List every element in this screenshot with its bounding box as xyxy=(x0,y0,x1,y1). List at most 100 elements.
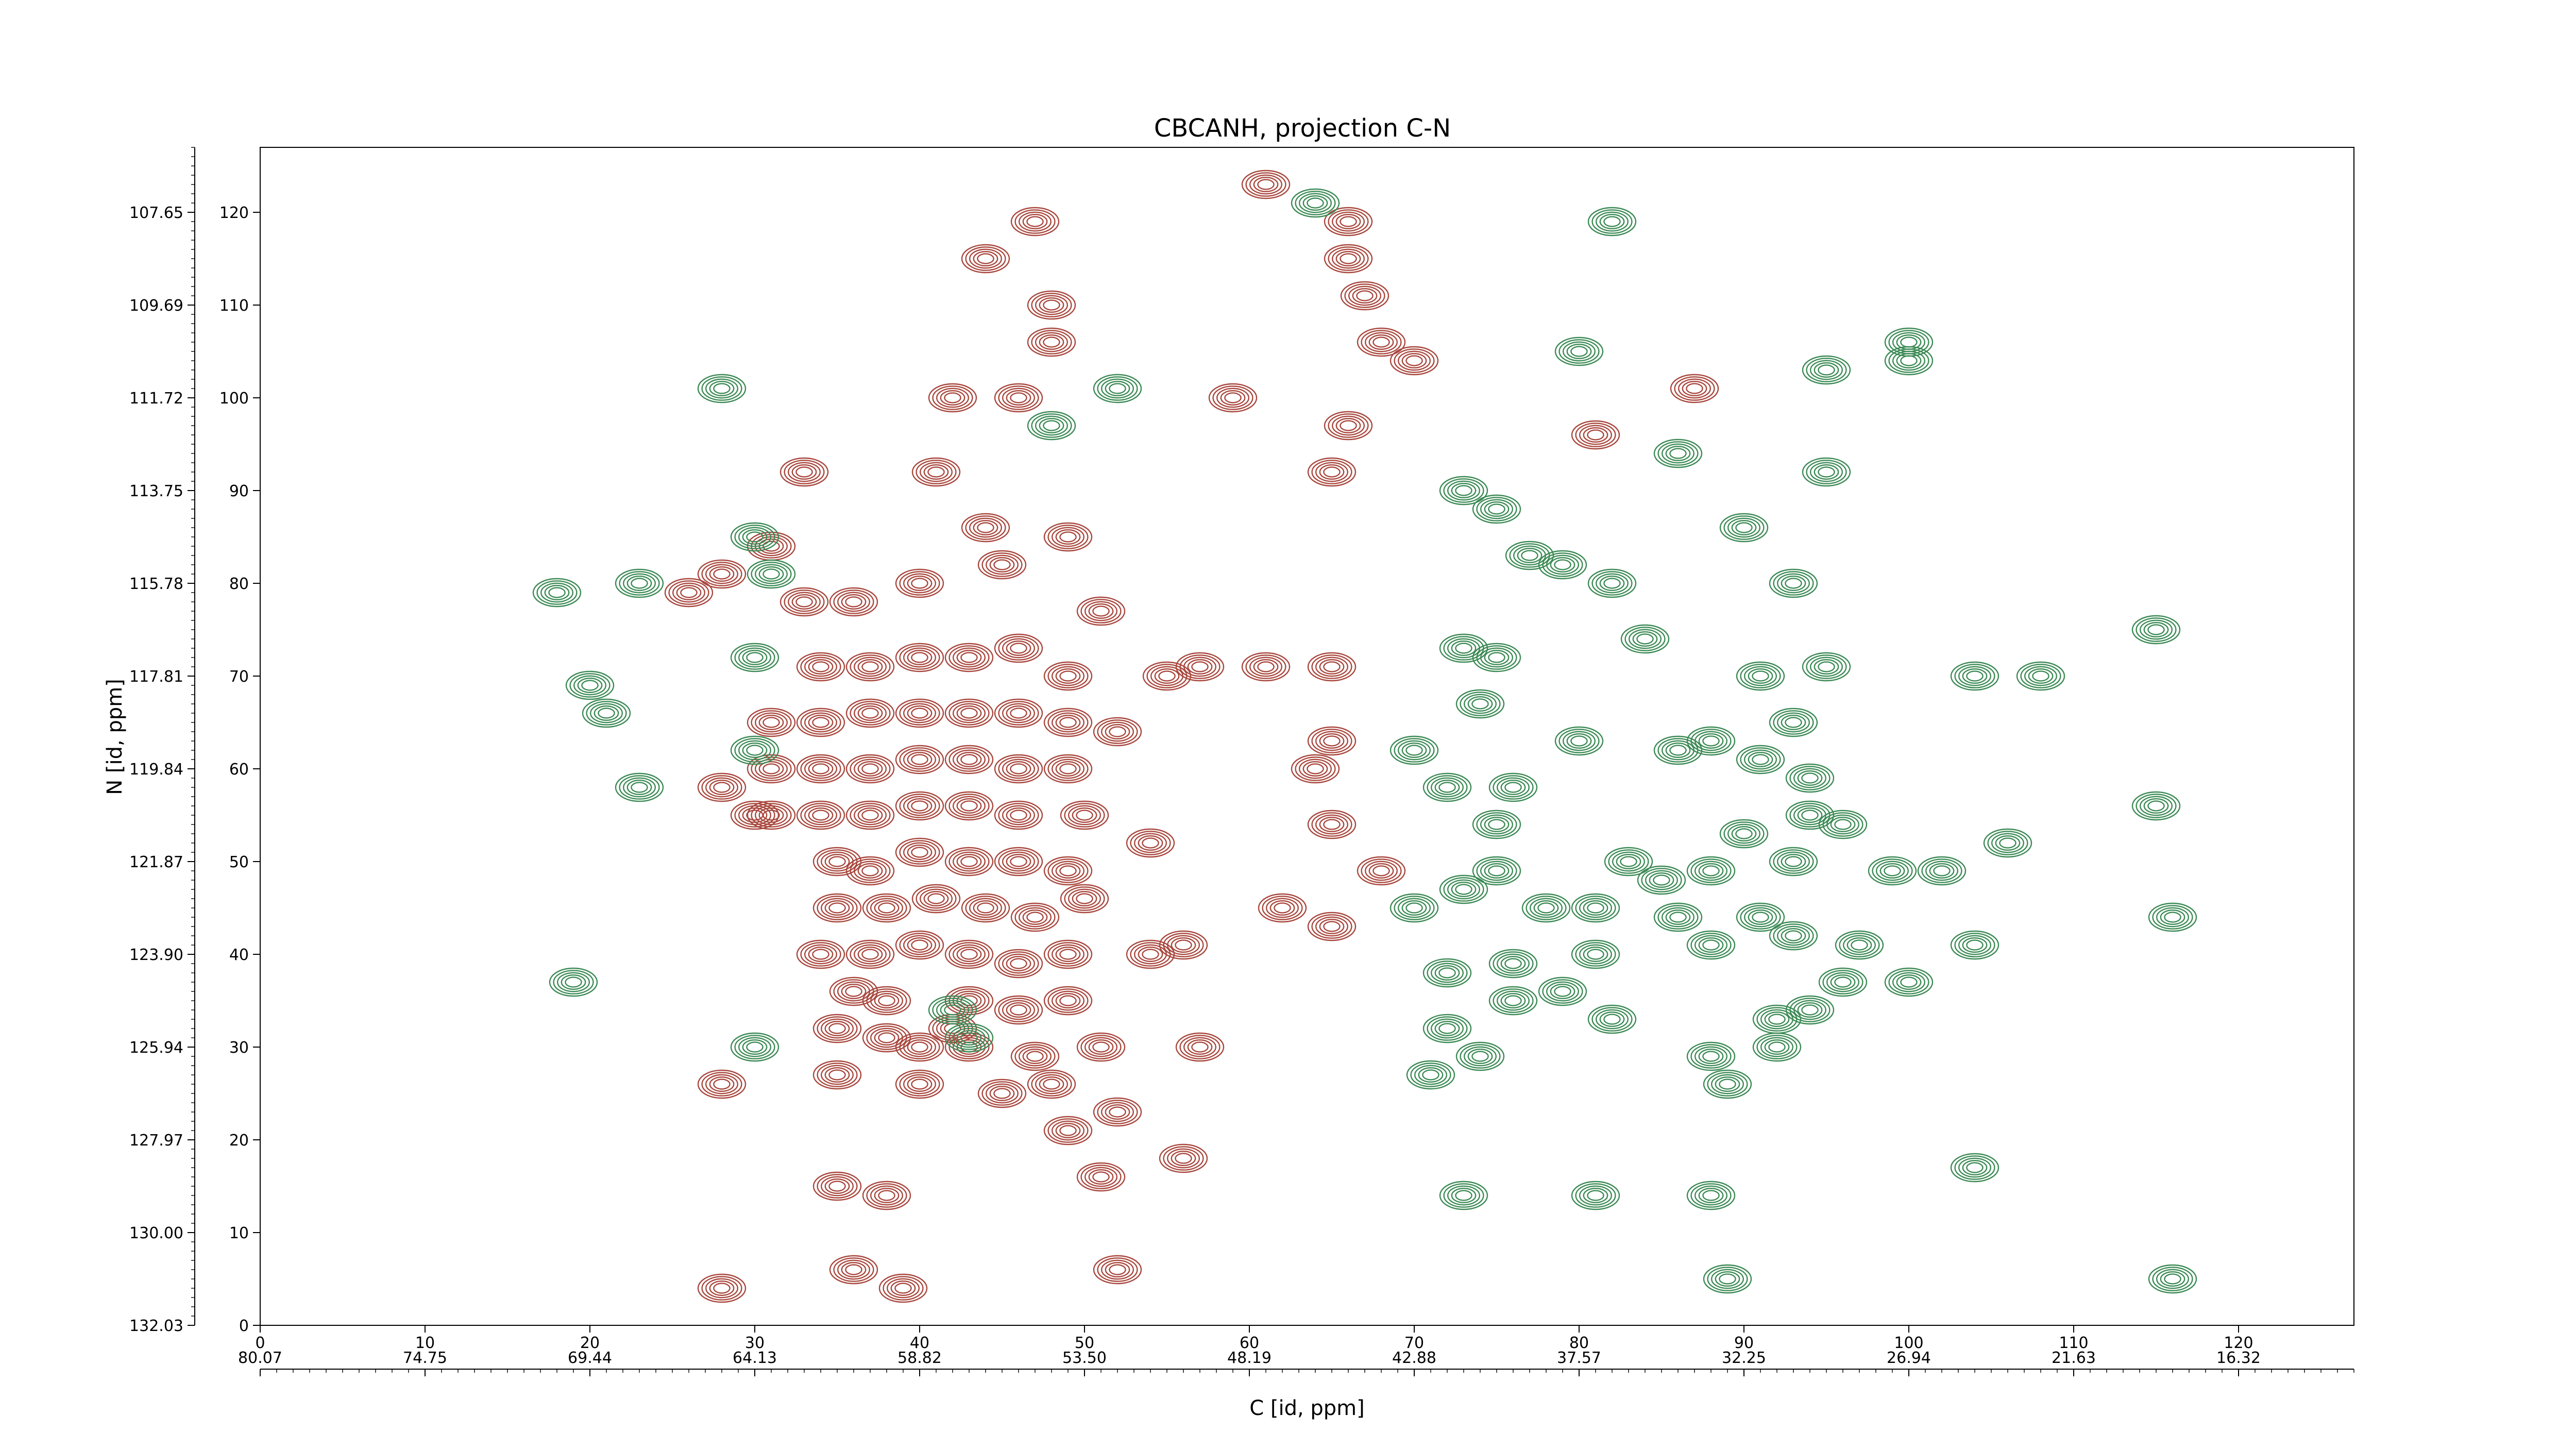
contour-peak-negative-ring xyxy=(1612,851,1645,872)
contour-peak-positive-ring xyxy=(709,1280,735,1296)
contour-peak-positive-ring xyxy=(911,800,928,812)
contour-peak-negative-ring xyxy=(1962,668,1988,684)
contour-peak-negative-ring xyxy=(1892,350,1925,371)
contour-peak-negative-ring xyxy=(1801,772,1819,784)
contour-peak-positive-ring xyxy=(948,701,990,726)
contour-peak-positive-ring xyxy=(841,1261,867,1277)
contour-peak-positive-ring xyxy=(1274,902,1291,914)
y-index-tick-label: 20 xyxy=(229,1132,249,1150)
contour-peak-negative xyxy=(1637,865,1686,895)
contour-peak-negative xyxy=(1571,893,1620,923)
contour-peak-negative-ring xyxy=(1480,814,1513,835)
contour-peak-negative-ring xyxy=(746,1041,764,1053)
contour-peak-negative-ring xyxy=(1987,831,2028,855)
contour-peak-negative-ring xyxy=(1789,998,1831,1022)
contour-peak-positive xyxy=(1670,374,1719,403)
contour-peak-negative-ring xyxy=(1748,668,1773,684)
contour-peak-positive-ring xyxy=(1245,654,1286,679)
contour-peak-negative-ring xyxy=(1603,578,1621,589)
contour-peak-negative xyxy=(1686,1041,1736,1071)
contour-peak-negative-ring xyxy=(742,649,768,665)
contour-peak-negative-ring xyxy=(1291,188,1340,218)
contour-peak-negative-ring xyxy=(1587,207,1637,237)
contour-peak-negative-ring xyxy=(1608,849,1649,874)
contour-peak-positive-ring xyxy=(998,701,1039,726)
contour-peak-positive-ring xyxy=(1059,763,1077,774)
contour-peak-negative-ring xyxy=(1809,656,1843,677)
contour-peak-negative-ring xyxy=(2160,1271,2185,1287)
contour-peak-positive-ring xyxy=(994,383,1043,413)
contour-peak-negative-ring xyxy=(1443,1183,1484,1208)
contour-peak-positive-ring xyxy=(998,756,1039,781)
contour-peak-positive-ring xyxy=(862,1181,911,1210)
contour-peak-negative xyxy=(1769,707,1818,737)
contour-peak-positive-ring xyxy=(1133,833,1167,853)
contour-peak-positive-ring xyxy=(1022,1048,1048,1064)
contour-peak-positive-ring xyxy=(1405,355,1423,366)
contour-peak-positive-ring xyxy=(969,248,1002,269)
contour-peak-positive-ring xyxy=(1059,865,1077,877)
contour-peak-positive-ring xyxy=(923,464,949,480)
contour-peak-positive-ring xyxy=(1051,759,1084,779)
contour-peak-positive-ring xyxy=(705,564,738,584)
contour-peak-positive-ring xyxy=(850,756,891,781)
contour-peak-negative-ring xyxy=(540,582,573,603)
contour-peak-positive-ring xyxy=(751,803,792,828)
contour-peak-positive-ring xyxy=(1047,942,1089,967)
contour-peak-negative-ring xyxy=(1966,670,1984,682)
contour-peak-positive-ring xyxy=(1571,420,1620,450)
contour-peak-negative-ring xyxy=(1669,912,1687,923)
contour-peak-negative-ring xyxy=(1715,1076,1740,1092)
contour-peak-positive-ring xyxy=(1060,884,1109,914)
contour-peak-positive-ring xyxy=(965,896,1006,920)
contour-peak-negative-ring xyxy=(1740,664,1781,688)
contour-peak-positive-ring xyxy=(1175,1153,1192,1164)
contour-peak-positive-ring xyxy=(828,1181,846,1192)
contour-peak-positive xyxy=(829,1255,878,1285)
contour-peak-negative-ring xyxy=(1443,478,1484,503)
contour-peak-positive-ring xyxy=(1335,251,1361,267)
contour-peak-positive-ring xyxy=(853,656,887,677)
contour-peak-negative-ring xyxy=(1769,921,1818,951)
contour-peak-positive xyxy=(812,893,862,923)
contour-peak-positive-ring xyxy=(817,1063,858,1087)
contour-peak-positive-ring xyxy=(1051,1120,1084,1141)
contour-peak-negative-ring xyxy=(2156,1269,2190,1289)
contour-peak-negative-ring xyxy=(1571,939,1620,969)
contour-peak-positive-ring xyxy=(837,1259,870,1280)
contour-peak-negative-ring xyxy=(1575,942,1616,967)
contour-peak-positive-ring xyxy=(1006,705,1031,721)
contour-peak-negative-ring xyxy=(2143,798,2169,814)
contour-peak-positive-ring xyxy=(1080,1035,1122,1059)
contour-peak-positive-ring xyxy=(952,749,986,770)
contour-peak-negative-ring xyxy=(1735,828,1753,839)
contour-peak-positive-ring xyxy=(857,863,883,879)
contour-peak-negative-ring xyxy=(1830,816,1856,832)
contour-peak-negative xyxy=(1719,819,1769,849)
contour-peak-positive-ring xyxy=(1175,1032,1225,1062)
contour-peak-positive-ring xyxy=(1166,1148,1200,1169)
contour-peak-negative-ring xyxy=(1389,893,1439,923)
contour-peak-negative-ring xyxy=(556,972,590,992)
contour-peak-positive-ring xyxy=(833,1257,874,1282)
contour-peak-positive-ring xyxy=(956,705,982,721)
contour-peak-positive xyxy=(1027,327,1076,357)
contour-peak-negative-ring xyxy=(1773,923,1814,948)
contour-peak-negative-ring xyxy=(1818,364,1835,376)
contour-peak-positive xyxy=(845,800,895,830)
contour-peak-positive-ring xyxy=(1340,420,1357,431)
contour-peak-positive xyxy=(895,1032,944,1062)
contour-peak-positive-ring xyxy=(1323,661,1341,672)
contour-peak-positive xyxy=(1043,707,1093,737)
contour-peak-positive-ring xyxy=(936,387,969,408)
contour-peak-negative-ring xyxy=(1493,951,1534,976)
contour-peak-positive-ring xyxy=(956,649,982,665)
contour-peak-positive xyxy=(895,930,944,960)
contour-peak-negative-ring xyxy=(1438,967,1456,979)
y-ppm-tick-label: 130.00 xyxy=(129,1224,183,1242)
contour-peak-positive-ring xyxy=(862,986,911,1016)
contour-peak-negative xyxy=(1571,939,1620,969)
contour-peak-negative-ring xyxy=(1731,825,1757,841)
contour-peak-negative-ring xyxy=(1484,501,1510,517)
contour-peak-positive xyxy=(1307,810,1357,839)
